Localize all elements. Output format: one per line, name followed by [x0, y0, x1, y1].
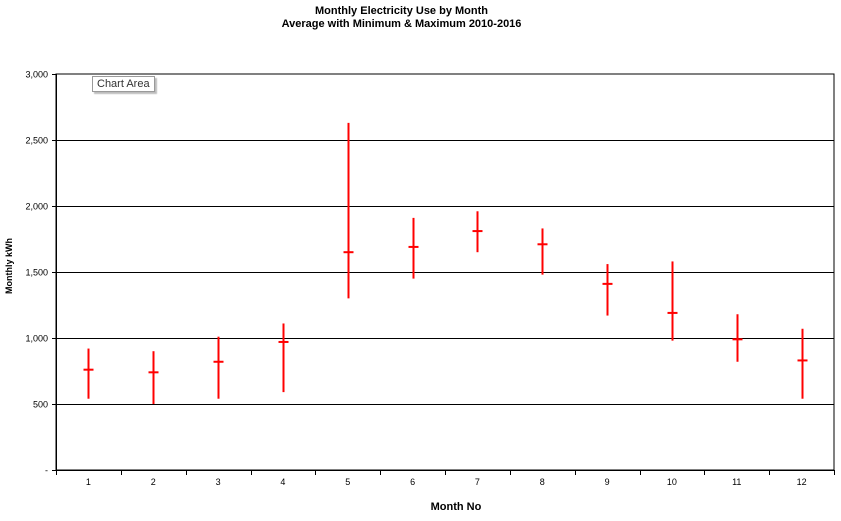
x-tick-label: 6 — [410, 477, 415, 487]
x-tick-label: 1 — [86, 477, 91, 487]
y-tick-label: - — [45, 466, 48, 476]
x-axis-title: Month No — [431, 501, 482, 513]
chart-title: Monthly Electricity Use by Month — [315, 5, 488, 17]
y-tick-label: 3,000 — [25, 70, 48, 80]
x-tick-label: 7 — [475, 477, 480, 487]
x-tick-label: 11 — [732, 477, 741, 487]
y-tick-label: 500 — [33, 400, 48, 410]
chart-area-tooltip: Chart Area — [92, 76, 155, 92]
gridlines — [55, 73, 835, 471]
chart-subtitle: Average with Minimum & Maximum 2010-2016 — [281, 18, 522, 30]
x-tick-label: 2 — [151, 477, 156, 487]
chart-title-block: Monthly Electricity Use by Month Average… — [0, 5, 803, 31]
x-tick-label: 3 — [216, 477, 221, 487]
y-tick-label: 1,000 — [25, 334, 48, 344]
x-tick-label: 9 — [605, 477, 610, 487]
y-axis-title: Monthly kWh — [4, 238, 14, 294]
x-tick-label: 5 — [345, 477, 350, 487]
y-tick-label: 2,500 — [25, 136, 48, 146]
y-tick-label: 1,500 — [25, 268, 48, 278]
x-tick-label: 10 — [667, 477, 677, 487]
x-tick-label: 8 — [540, 477, 545, 487]
x-tick-label: 12 — [797, 477, 807, 487]
data-series — [83, 122, 808, 404]
axis-labels: Month No Monthly kWh — [4, 238, 482, 513]
y-tick-label: 2,000 — [25, 202, 48, 212]
x-tick-label: 4 — [280, 477, 285, 487]
